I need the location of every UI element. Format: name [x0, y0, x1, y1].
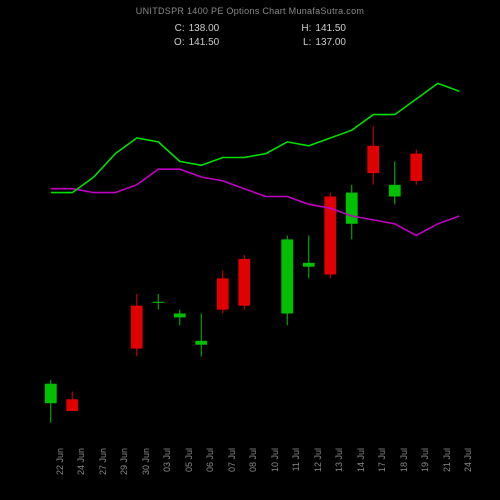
- high-label: H:: [251, 22, 311, 36]
- x-tick-label: 14 Jul: [356, 448, 366, 488]
- chart-title: UNITDSPR 1400 PE Options Chart MunafaSut…: [0, 6, 500, 16]
- candle-body: [131, 306, 143, 349]
- candle-body: [410, 154, 422, 181]
- candle-body: [303, 263, 315, 267]
- candle-body: [389, 185, 401, 197]
- indicator-line: [51, 169, 460, 235]
- candle-body: [66, 399, 78, 411]
- x-tick-label: 05 Jul: [184, 448, 194, 488]
- candle-body: [195, 341, 207, 345]
- x-tick-label: 11 Jul: [291, 448, 301, 488]
- x-tick-label: 18 Jul: [399, 448, 409, 488]
- x-tick-label: 03 Jul: [162, 448, 172, 488]
- candle-body: [45, 384, 57, 404]
- x-tick-label: 17 Jul: [377, 448, 387, 488]
- candle-body: [174, 314, 186, 318]
- x-tick-label: 13 Jul: [334, 448, 344, 488]
- ohlc-row-1: C: 138.00 H: 141.50: [0, 22, 500, 36]
- x-tick-label: 22 Jun: [55, 448, 65, 488]
- close-value: 138.00: [189, 22, 249, 36]
- candle-body: [238, 259, 250, 306]
- low-label: L:: [251, 36, 311, 50]
- chart-svg: [40, 60, 470, 450]
- indicator-line: [51, 83, 460, 192]
- ohlc-summary: C:138.00 H:141.50 O:141.50 L:137.00: [0, 22, 500, 50]
- x-tick-label: 19 Jul: [420, 448, 430, 488]
- x-tick-label: 12 Jul: [313, 448, 323, 488]
- x-tick-label: 24 Jul: [463, 448, 473, 488]
- high-value: 141.50: [315, 22, 375, 36]
- candle-body: [217, 278, 229, 309]
- x-tick-label: 27 Jun: [98, 448, 108, 488]
- chart-container: UNITDSPR 1400 PE Options Chart MunafaSut…: [0, 0, 500, 500]
- x-tick-label: 29 Jun: [119, 448, 129, 488]
- x-tick-label: 10 Jul: [270, 448, 280, 488]
- x-tick-label: 30 Jun: [141, 448, 151, 488]
- x-tick-label: 08 Jul: [248, 448, 258, 488]
- x-tick-label: 07 Jul: [227, 448, 237, 488]
- candle-body: [346, 193, 358, 224]
- open-value: 141.50: [189, 36, 249, 50]
- candle-body: [281, 239, 293, 313]
- open-label: O:: [125, 36, 185, 50]
- candle-body: [152, 302, 164, 303]
- ohlc-row-2: O: 141.50 L: 137.00: [0, 36, 500, 50]
- x-tick-label: 24 Jun: [76, 448, 86, 488]
- plot-area: [40, 60, 470, 450]
- x-axis-labels: 22 Jun 24 Jun 27 Jun 29 Jun 30 Jun 03 Jul 05 J…: [40, 450, 470, 500]
- candle-body: [367, 146, 379, 173]
- x-tick-label: 06 Jul: [205, 448, 215, 488]
- low-value: 137.00: [315, 36, 375, 50]
- close-label: C:: [125, 22, 185, 36]
- x-tick-label: 21 Jul: [442, 448, 452, 488]
